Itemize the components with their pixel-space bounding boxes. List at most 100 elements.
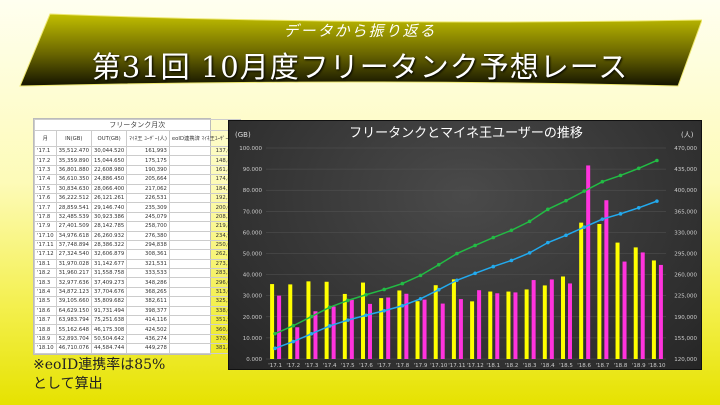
table-cell: 333,533 bbox=[126, 268, 170, 279]
in-bar bbox=[379, 298, 384, 359]
table-row: '18.4 34,872.123 37,704.676 368,265 313,025 bbox=[34, 286, 241, 298]
out-bar bbox=[640, 252, 645, 359]
x-tick-label: '18.6 bbox=[577, 363, 591, 369]
table-row: '18.3 32,977.636 37,409.273 348,286 296,043 bbox=[34, 277, 241, 288]
left-tick-label: 90.000 bbox=[243, 167, 263, 173]
out-bar bbox=[422, 299, 427, 359]
in-bar bbox=[324, 281, 329, 359]
table-cell: 294,838 bbox=[126, 239, 170, 251]
table-cell: 382,611 bbox=[126, 296, 170, 307]
table-cell: '17.3 bbox=[34, 164, 57, 176]
x-tick-label: '17.5 bbox=[341, 363, 355, 369]
table-cell: 30,923.386 bbox=[90, 211, 128, 223]
out-bar bbox=[477, 290, 482, 359]
table-row: '18.10 46,710.076 44,584.744 449,278 381,886 bbox=[34, 343, 241, 354]
users-point bbox=[455, 251, 459, 256]
users-point bbox=[527, 219, 532, 224]
table-cell: 46,710.076 bbox=[55, 343, 92, 354]
column-header: OUT(GB) bbox=[90, 130, 128, 147]
users-point bbox=[400, 281, 405, 286]
out-bar bbox=[331, 306, 336, 359]
out-bar bbox=[586, 165, 591, 359]
eoid-users-point bbox=[582, 225, 586, 230]
in-bar bbox=[506, 291, 511, 359]
column-header: IN(GB) bbox=[55, 130, 92, 147]
users-point bbox=[327, 305, 332, 310]
table-cell: 22,608.980 bbox=[90, 164, 128, 176]
table-cell: '17.6 bbox=[34, 192, 57, 204]
title-banner: データから振り返る 第31回 10月度フリータンク予想レース bbox=[18, 12, 702, 90]
table-cell: 32,977.636 bbox=[55, 277, 92, 288]
users-line bbox=[274, 159, 658, 335]
table-cell: 29,146.740 bbox=[90, 202, 128, 213]
x-tick-label: '18.9 bbox=[632, 363, 646, 369]
table-row: '17.5 30,834.630 28,066.400 217,062 184,502 bbox=[34, 183, 241, 194]
table-cell: '17.4 bbox=[34, 174, 57, 185]
in-bar bbox=[524, 289, 529, 359]
chart-title: フリータンクとマイネ王ユーザーの推移 bbox=[349, 126, 583, 141]
left-tick-label: 40.000 bbox=[243, 273, 263, 279]
x-tick-label: '17.12 bbox=[466, 363, 483, 369]
eoid-users-point bbox=[327, 324, 332, 328]
eoid-users-point bbox=[455, 278, 459, 283]
x-tick-label: '18.8 bbox=[614, 363, 628, 369]
column-header: ﾏｲﾈ王 ﾕｰｻﾞｰ(人) bbox=[126, 130, 170, 147]
eoid-users-point bbox=[364, 313, 368, 318]
users-point bbox=[509, 228, 514, 233]
table-cell: 30,044.520 bbox=[90, 145, 128, 157]
x-tick-label: '18.10 bbox=[648, 363, 666, 369]
table-cell: 37,748.894 bbox=[55, 239, 92, 251]
left-tick-label: 100.000 bbox=[239, 146, 262, 152]
table-cell: 27,401.509 bbox=[55, 221, 92, 232]
in-bar bbox=[597, 223, 602, 359]
table-cell: '17.1 bbox=[34, 145, 57, 157]
users-point bbox=[364, 292, 368, 297]
table-cell: '18.10 bbox=[34, 343, 57, 354]
users-point bbox=[346, 298, 350, 303]
right-tick-label: 365,000 bbox=[674, 209, 697, 215]
table-cell: '18.6 bbox=[34, 305, 57, 317]
table-caption: フリータンク月次 bbox=[34, 119, 241, 131]
x-tick-label: '17.2 bbox=[286, 363, 300, 369]
table-cell: 55,162.648 bbox=[55, 324, 92, 335]
in-bar bbox=[633, 247, 638, 359]
table-cell: 31,558.758 bbox=[90, 268, 128, 279]
left-tick-label: 20.000 bbox=[243, 315, 263, 321]
x-tick-label: '17.10 bbox=[430, 363, 448, 369]
in-bar bbox=[415, 301, 420, 359]
out-bar bbox=[658, 264, 663, 359]
x-tick-label: '18.4 bbox=[541, 363, 555, 369]
table-row: '18.2 31,960.217 31,558.758 333,533 283,503 bbox=[34, 268, 241, 279]
column-header: 月 bbox=[34, 130, 57, 147]
table-row: '17.1 35,512.470 30,044.520 161,993 137,694 bbox=[34, 145, 241, 157]
table-cell: 37,704.676 bbox=[90, 286, 128, 298]
in-bar bbox=[361, 282, 365, 359]
table-cell: '17.2 bbox=[34, 155, 57, 166]
table-cell: 414,116 bbox=[126, 315, 170, 326]
right-axis-label: (人) bbox=[681, 131, 694, 139]
table-cell: 52,893.704 bbox=[55, 333, 92, 345]
in-bar bbox=[270, 284, 275, 359]
banner-shape bbox=[19, 13, 702, 87]
table-cell: 46,175.308 bbox=[90, 324, 128, 335]
table-cell: 424,502 bbox=[126, 324, 170, 335]
table-row: '18.7 63,983.794 75,251.638 414,116 351,998 bbox=[34, 315, 241, 326]
in-bar bbox=[579, 222, 584, 359]
in-bar bbox=[615, 242, 620, 359]
table-cell: '17.12 bbox=[34, 249, 57, 260]
banner-subtitle: データから振り返る bbox=[283, 22, 437, 40]
right-tick-label: 295,000 bbox=[674, 252, 697, 258]
table-row: '17.8 32,485.539 30,923.386 245,079 208,317 bbox=[34, 211, 241, 223]
in-bar bbox=[451, 279, 456, 359]
users-point bbox=[655, 158, 659, 163]
table-cell: '17.10 bbox=[34, 230, 57, 241]
table-cell: '17.9 bbox=[34, 221, 57, 232]
in-bar bbox=[306, 281, 311, 359]
x-tick-label: '17.9 bbox=[414, 363, 428, 369]
table-cell: 34,872.123 bbox=[55, 286, 92, 298]
table-cell: 368,265 bbox=[126, 286, 170, 298]
footnote-line: ※eoID連携率は85% bbox=[33, 357, 166, 373]
out-bar bbox=[277, 295, 282, 359]
right-tick-label: 225,000 bbox=[674, 294, 697, 300]
right-tick-label: 330,000 bbox=[674, 230, 697, 236]
